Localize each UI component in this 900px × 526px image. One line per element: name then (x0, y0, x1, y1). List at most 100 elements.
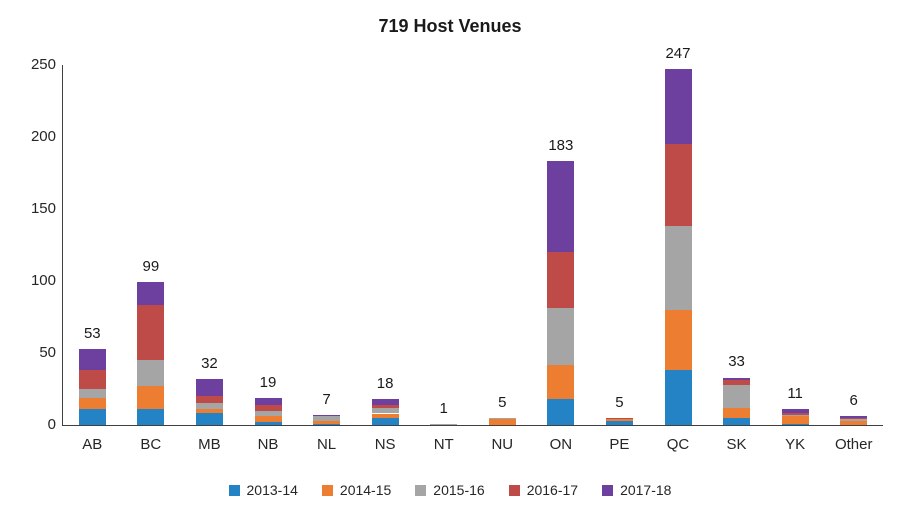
x-axis-label: NS (374, 436, 396, 453)
legend-label: 2015-16 (433, 482, 485, 498)
bar-segment (547, 399, 575, 425)
bar-segment (254, 397, 282, 405)
legend-label: 2017-18 (620, 482, 672, 498)
bar-segment (723, 384, 751, 408)
bar-total-label: 1 (439, 399, 448, 417)
bar-segment (254, 416, 282, 423)
x-axis-label: NL (316, 436, 337, 453)
y-tick-label: 250 (30, 56, 56, 73)
bar-segment (254, 410, 282, 417)
bar-segment (547, 364, 575, 400)
x-axis-label: ON (549, 436, 573, 453)
bar-segment (664, 370, 692, 425)
bar-total-label: 6 (849, 392, 858, 410)
bar-total-label: 18 (376, 375, 394, 393)
legend-item: 2014-15 (321, 482, 392, 498)
bar-segment (78, 397, 106, 410)
bar-segment (723, 417, 751, 425)
bar-segment (313, 414, 341, 417)
bar-total-label: 99 (142, 258, 160, 276)
bar-segment (840, 419, 868, 421)
x-axis-label: Other (834, 436, 873, 453)
bar-segment (371, 407, 399, 414)
bar-total-label: 5 (498, 393, 507, 411)
chart-title: 719 Host Venues (378, 16, 522, 36)
bar-segment (840, 416, 868, 418)
bar-segment (605, 417, 633, 420)
bar-segment (547, 252, 575, 309)
bar-total-label: 5 (615, 393, 624, 411)
legend-label: 2016-17 (526, 482, 579, 498)
bar-segment (313, 416, 341, 421)
y-tick-label: 50 (39, 344, 56, 361)
x-axis-label: BC (140, 436, 162, 453)
legend-swatch-icon (415, 484, 427, 496)
legend-swatch-icon (602, 484, 614, 496)
legend: 2013-14 2014-15 2015-16 2016-17 2017-18 (0, 482, 900, 498)
bar-total-label: 33 (728, 353, 745, 371)
bar-segment (78, 389, 106, 398)
x-axis-label: AB (82, 436, 103, 453)
bar-segment (547, 308, 575, 365)
bar-total-label: 32 (201, 354, 218, 372)
bar-total-label: 19 (259, 373, 277, 391)
bar-segment (664, 226, 692, 310)
bar-segment (254, 404, 282, 411)
bar-segment (781, 423, 809, 425)
bar-segment (195, 403, 223, 410)
legend-item: 2015-16 (415, 482, 485, 498)
bar-segment (840, 417, 868, 420)
bar-segment (195, 378, 223, 397)
bar-total-label: 7 (322, 390, 331, 408)
bar-segment (430, 423, 458, 425)
bar-segment (78, 348, 106, 371)
x-axis-label: MB (198, 436, 221, 453)
bar-segment (664, 144, 692, 227)
bar-segment (137, 386, 165, 410)
legend-swatch-icon (508, 484, 520, 496)
x-axis-label: QC (666, 436, 690, 453)
bar-segment (254, 422, 282, 425)
legend-swatch-icon (228, 484, 240, 496)
bar-total-label: 247 (665, 45, 691, 63)
bar-segment (195, 396, 223, 404)
bar-segment (313, 423, 341, 425)
bar-segment (605, 419, 633, 421)
plot-area: 53 AB 99 BC 32 MB 19 NB 7 NL 18 NS 1 NT 5 NU 183 ON 5 PE 247… (62, 45, 883, 453)
legend-label: 2013-14 (246, 482, 298, 498)
bar-segment (313, 420, 341, 424)
bar-segment (781, 409, 809, 414)
bar-segment (78, 409, 106, 425)
bar-segment (371, 404, 399, 408)
bar-segment (371, 417, 399, 425)
x-axis-label: NB (257, 436, 279, 453)
bar-segment (371, 413, 399, 418)
bar-segment (781, 413, 809, 415)
bar-total-label: 53 (83, 324, 101, 342)
bar-segment (137, 282, 165, 306)
x-axis-label: YK (785, 436, 806, 453)
bar-segment (605, 420, 633, 425)
bar-segment (781, 416, 809, 424)
bar-segment (137, 360, 165, 387)
legend-item: 2013-14 (228, 482, 298, 498)
x-axis-label: PE (609, 436, 630, 453)
bar-segment (488, 417, 516, 420)
bar-segment (723, 377, 751, 381)
bar-segment (547, 161, 575, 253)
x-axis-label: NU (491, 436, 514, 453)
legend-swatch-icon (321, 484, 333, 496)
bar-segment (781, 414, 809, 417)
bar-segment (195, 409, 223, 414)
x-axis-label: SK (726, 436, 747, 453)
bar-total-label: 11 (787, 385, 803, 403)
bar-segment (664, 69, 692, 145)
legend-label: 2014-15 (339, 482, 392, 498)
bar-segment (195, 413, 223, 425)
bar-total-label: 183 (548, 137, 574, 155)
bar-segment (371, 399, 399, 405)
bar-segment (840, 420, 868, 425)
y-tick-label: 100 (30, 272, 56, 289)
legend-item: 2016-17 (508, 482, 579, 498)
